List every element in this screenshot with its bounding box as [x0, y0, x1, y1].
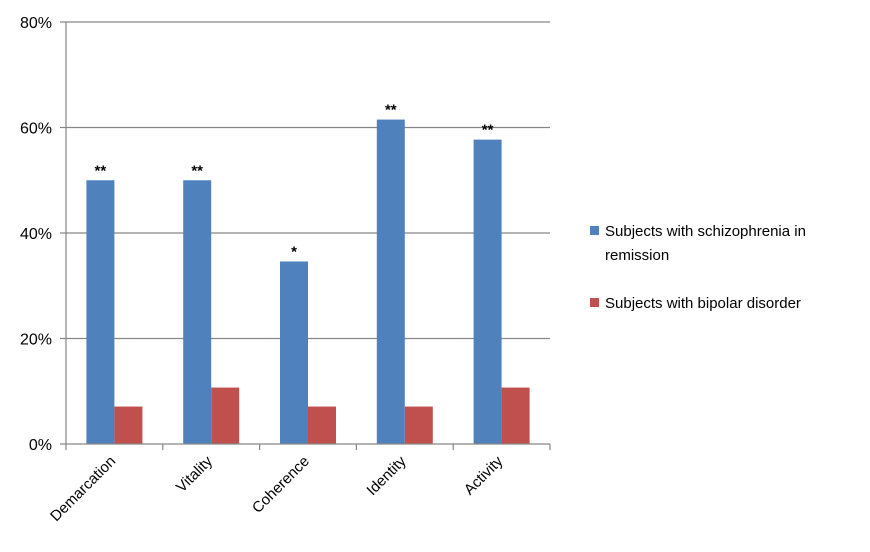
bar-identity-series-2	[404, 406, 433, 444]
x-category-label: Vitality	[173, 452, 216, 495]
legend: Subjects with schizophrenia in remission S…	[590, 223, 806, 312]
x-category-label: Coherence	[249, 453, 313, 517]
x-category-label: Activity	[461, 452, 507, 498]
y-tick-label: 60%	[20, 121, 52, 138]
significance-label: **	[95, 162, 107, 179]
bars	[86, 119, 530, 445]
x-axis-ticks: Demarcation Vitality Coherence Identity Acti…	[47, 444, 551, 525]
y-tick-label: 20%	[20, 332, 52, 349]
bar-vitality-series-1	[183, 180, 212, 444]
bar-coherence-series-2	[308, 406, 336, 444]
significance-label: **	[191, 162, 203, 179]
legend-label: Subjects with bipolar disorder	[605, 295, 801, 312]
y-axis-ticks: 0% 20% 40% 60% 80%	[20, 15, 66, 454]
x-category-label: Identity	[363, 452, 410, 499]
bar-activity-series-1	[473, 139, 502, 444]
bar-demarcation-series-2	[114, 406, 143, 444]
bar-demarcation-series-1	[86, 180, 115, 444]
x-category-label: Demarcation	[47, 453, 119, 525]
y-tick-label: 0%	[29, 437, 52, 454]
significance-annotations: ** *******	[95, 102, 494, 261]
bar-identity-series-1	[376, 119, 405, 445]
legend-swatch	[590, 298, 599, 307]
significance-label: **	[385, 102, 397, 119]
y-tick-label: 80%	[20, 15, 52, 32]
bar-vitality-series-2	[211, 387, 240, 444]
significance-label: *	[291, 243, 297, 260]
significance-label: **	[482, 122, 494, 139]
bar-activity-series-2	[501, 387, 530, 444]
bar-coherence-series-1	[280, 261, 308, 444]
y-tick-label: 40%	[20, 226, 52, 243]
legend-label: Subjects with schizophrenia in remission	[605, 223, 806, 264]
legend-swatch	[590, 226, 599, 235]
